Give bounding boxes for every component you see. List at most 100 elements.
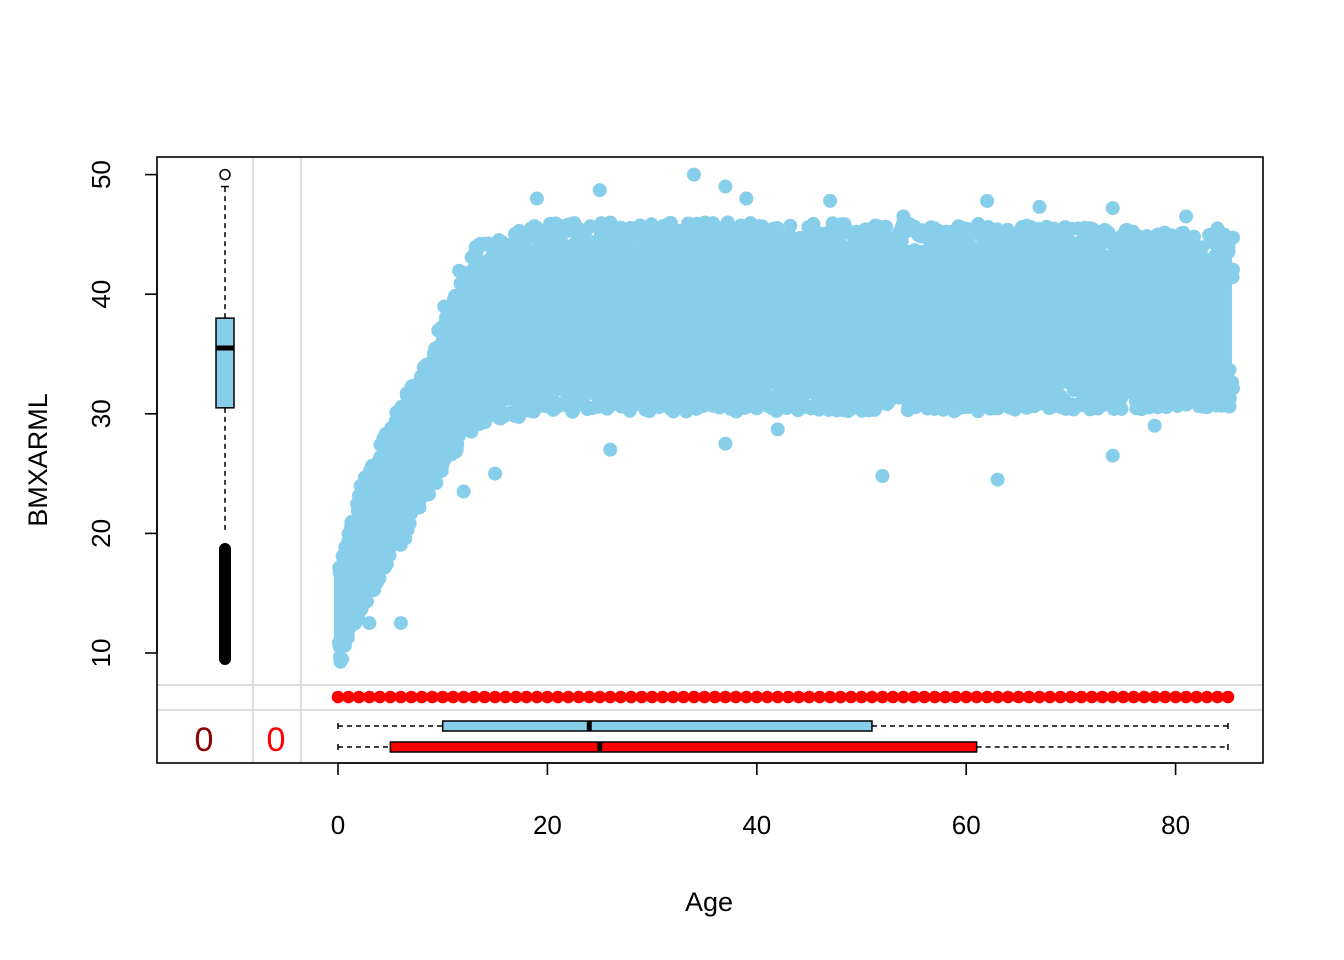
scatter-core bbox=[1223, 255, 1232, 388]
missing-point bbox=[991, 690, 1004, 704]
missing-point bbox=[897, 690, 910, 704]
scatter-point bbox=[400, 522, 415, 537]
margin-lines bbox=[157, 157, 1263, 763]
scatter-point bbox=[686, 167, 701, 182]
scatter-points bbox=[332, 167, 1241, 669]
scatter-point bbox=[439, 335, 454, 350]
missing-point bbox=[844, 690, 858, 704]
missing-point bbox=[520, 690, 533, 704]
missing-point bbox=[938, 690, 952, 704]
missing-point bbox=[645, 690, 659, 704]
missing-point bbox=[530, 690, 544, 704]
missing-point bbox=[813, 690, 826, 704]
missing-point bbox=[457, 690, 470, 704]
missing-point bbox=[1169, 690, 1182, 704]
scatter-point bbox=[1225, 375, 1240, 390]
missing-point bbox=[907, 690, 921, 704]
x-present-box bbox=[441, 720, 873, 732]
scatter-point bbox=[755, 219, 770, 234]
scatter-point bbox=[878, 219, 893, 234]
y-outliers-dense bbox=[219, 542, 231, 665]
y-tick-label: 50 bbox=[86, 160, 116, 189]
missing-point bbox=[1116, 690, 1130, 704]
missing-point bbox=[593, 690, 607, 704]
missing-point bbox=[1158, 690, 1172, 704]
missing-count-both: 0 bbox=[195, 721, 214, 759]
y-tick-label: 40 bbox=[86, 280, 116, 309]
missing-point bbox=[562, 690, 575, 704]
missing-point bbox=[446, 690, 460, 704]
scatter-point bbox=[875, 468, 890, 483]
scatter-point bbox=[521, 365, 536, 380]
scatter-point bbox=[357, 594, 372, 609]
missing-point bbox=[384, 690, 397, 704]
missing-point bbox=[467, 690, 481, 704]
scatter-point bbox=[1210, 221, 1225, 236]
scatter-point bbox=[435, 351, 450, 366]
boxplots bbox=[215, 168, 1229, 753]
missing-point bbox=[970, 690, 983, 704]
scatter-point bbox=[1032, 199, 1047, 214]
scatter-point bbox=[1147, 418, 1162, 433]
y-tick-label: 20 bbox=[86, 519, 116, 548]
missing-point bbox=[802, 690, 816, 704]
scatter-point bbox=[1176, 225, 1191, 240]
missing-point bbox=[918, 690, 931, 704]
scatter-point bbox=[823, 193, 838, 208]
scatter-point bbox=[603, 442, 618, 457]
missing-point bbox=[363, 690, 376, 704]
missing-point bbox=[1054, 690, 1067, 704]
missing-point bbox=[373, 690, 387, 704]
scatter-point bbox=[583, 219, 598, 234]
missing-point bbox=[572, 690, 586, 704]
scatter-point bbox=[1222, 391, 1237, 406]
scatter-point bbox=[332, 650, 347, 665]
missing-point bbox=[781, 690, 795, 704]
missing-point bbox=[478, 690, 491, 704]
missing-point bbox=[499, 690, 512, 704]
missing-point bbox=[1033, 690, 1046, 704]
missing-point bbox=[603, 690, 617, 704]
scatter-point bbox=[378, 552, 393, 567]
x-axis-title: Age bbox=[685, 887, 733, 917]
scatter-point bbox=[656, 244, 671, 259]
scatter-point bbox=[1085, 222, 1100, 237]
missing-point bbox=[415, 690, 429, 704]
scatter-point bbox=[402, 414, 417, 429]
scatter-point bbox=[362, 616, 377, 631]
scatter-point bbox=[718, 179, 733, 194]
scatter-point bbox=[592, 183, 607, 198]
missing-point bbox=[1064, 690, 1078, 704]
y-tick-label: 30 bbox=[86, 399, 116, 428]
scatter-point bbox=[1105, 448, 1120, 463]
missing-point bbox=[959, 690, 973, 704]
missing-point bbox=[614, 690, 627, 704]
scatter-point bbox=[990, 472, 1005, 487]
scatter-point bbox=[823, 249, 838, 264]
missing-point bbox=[1106, 690, 1120, 704]
missing-point bbox=[1012, 690, 1025, 704]
x-tick-label: 40 bbox=[742, 810, 771, 840]
scatter-point bbox=[369, 472, 384, 487]
missing-point bbox=[541, 690, 554, 704]
missing-points bbox=[331, 690, 1235, 704]
y-outlier bbox=[219, 168, 231, 181]
x-tick-label: 80 bbox=[1161, 810, 1190, 840]
missing-point bbox=[582, 690, 596, 704]
scatter-point bbox=[913, 261, 928, 276]
missing-point bbox=[980, 690, 994, 704]
x-tick-label: 60 bbox=[952, 810, 981, 840]
missing-point bbox=[352, 690, 366, 704]
missing-point bbox=[698, 690, 711, 704]
missing-point bbox=[1085, 690, 1099, 704]
missing-count-y: 0 bbox=[267, 721, 286, 759]
scatter-point bbox=[1114, 401, 1129, 416]
scatter-point bbox=[1105, 201, 1120, 216]
scatter-point bbox=[1207, 267, 1222, 282]
missing-point bbox=[708, 690, 722, 704]
missing-point bbox=[1211, 690, 1224, 704]
missing-point bbox=[729, 690, 743, 704]
scatter-point bbox=[834, 217, 849, 232]
scatter-point bbox=[739, 191, 754, 206]
missing-point bbox=[1200, 690, 1214, 704]
